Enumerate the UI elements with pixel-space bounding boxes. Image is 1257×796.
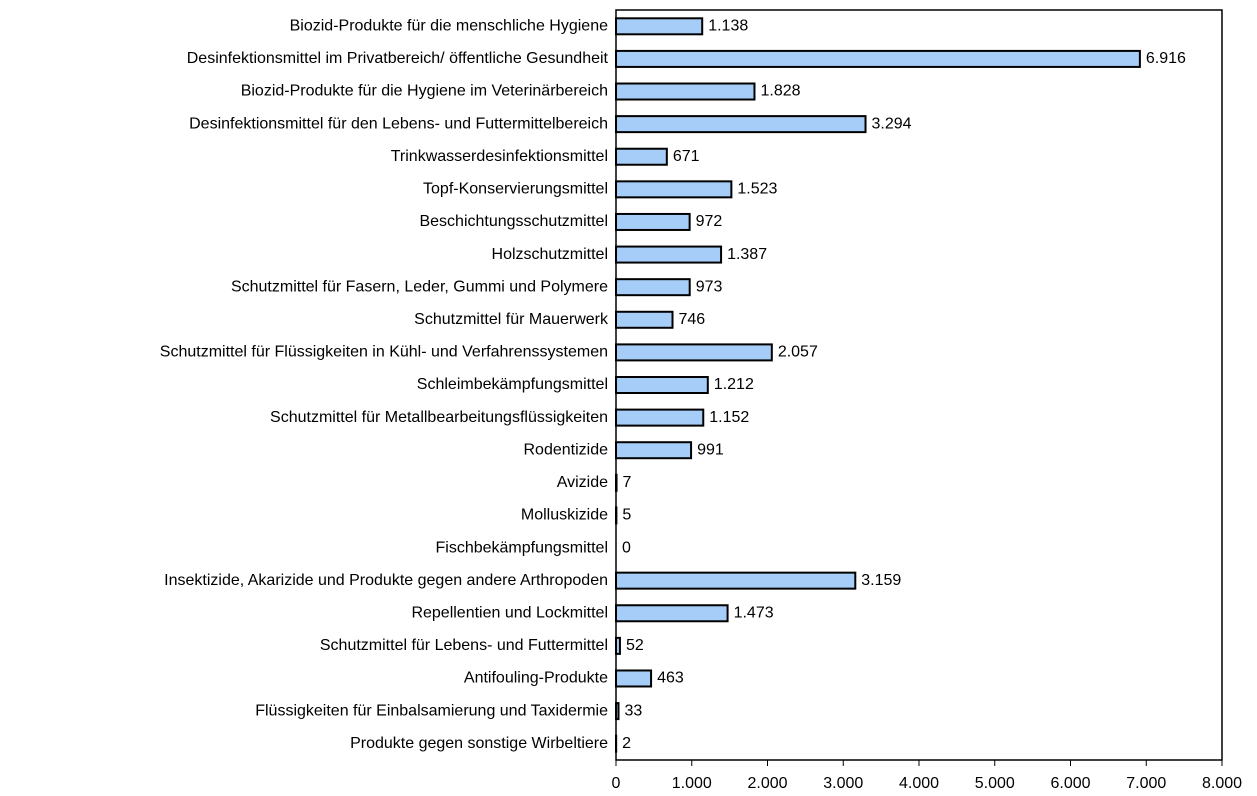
x-tick-label: 6.000 [1050, 775, 1090, 792]
y-tick-label: Rodentizide [524, 441, 609, 458]
value-label: 5 [622, 507, 631, 524]
value-label: 6.916 [1146, 50, 1186, 67]
y-tick-label: Topf-Konservierungsmittel [423, 181, 608, 198]
y-tick-label: Schleimbekämpfungsmittel [417, 376, 608, 393]
bar [615, 441, 693, 460]
y-tick-label: Schutzmittel für Mauerwerk [414, 311, 609, 328]
plot-frame [615, 9, 1223, 761]
y-tick-label: Desinfektionsmittel im Privatbereich/ öf… [187, 50, 609, 67]
y-tick-label: Repellentien und Lockmittel [411, 604, 608, 621]
bar [615, 49, 1141, 68]
value-label: 1.828 [760, 83, 800, 100]
x-tick-label: 2.000 [747, 775, 787, 792]
value-label: 3.294 [872, 115, 912, 132]
x-tick-label: 1.000 [672, 775, 712, 792]
bar [615, 408, 705, 427]
y-tick-label: Flüssigkeiten für Einbalsamierung und Ta… [255, 702, 608, 719]
value-label: 991 [697, 441, 724, 458]
x-tick-label: 3.000 [823, 775, 863, 792]
y-tick-label: Beschichtungsschutzmittel [419, 213, 608, 230]
bar [615, 245, 723, 264]
bar [615, 571, 857, 590]
bar [615, 669, 653, 688]
value-label: 746 [679, 311, 706, 328]
value-label: 1.212 [714, 376, 754, 393]
y-tick-label: Holzschutzmittel [492, 246, 608, 263]
bar [615, 376, 709, 394]
bar [615, 147, 668, 166]
value-label: 1.152 [709, 409, 749, 426]
value-label: 2 [622, 735, 631, 752]
y-tick-label: Molluskizide [521, 507, 608, 524]
value-label: 671 [673, 148, 700, 165]
x-tick-label: 0 [612, 775, 621, 792]
y-tick-label: Biozid-Produkte für die Hygiene im Veter… [241, 83, 608, 100]
y-tick-label: Trinkwasserdesinfektionsmittel [391, 148, 608, 165]
value-label: 33 [624, 702, 642, 719]
bar [615, 343, 773, 362]
y-tick-label: Insektizide, Akarizide und Produkte gege… [164, 572, 608, 589]
value-label: 1.473 [734, 604, 774, 621]
bar [615, 212, 691, 231]
x-tick-label: 8.000 [1202, 775, 1242, 792]
value-label: 972 [696, 213, 723, 230]
y-tick-label: Fischbekämpfungsmittel [435, 539, 608, 556]
x-tick-label: 5.000 [975, 775, 1015, 792]
y-tick-label: Schutzmittel für Metallbearbeitungsflüss… [270, 409, 608, 426]
value-label: 7 [623, 474, 632, 491]
bar [615, 17, 704, 36]
y-tick-label: Antifouling-Produkte [464, 670, 608, 687]
value-label: 1.138 [708, 18, 748, 35]
x-tick-label: 4.000 [899, 775, 939, 792]
bar [615, 82, 756, 101]
y-tick-label: Schutzmittel für Flüssigkeiten in Kühl- … [160, 344, 608, 361]
value-label: 973 [696, 278, 723, 295]
y-tick-label: Avizide [557, 474, 608, 491]
y-tick-label: Desinfektionsmittel für den Lebens- und … [189, 115, 608, 132]
value-label: 3.159 [861, 572, 901, 589]
value-label: 0 [622, 539, 631, 556]
bar [615, 278, 691, 297]
y-tick-label: Schutzmittel für Fasern, Leder, Gummi un… [231, 278, 608, 295]
value-label: 52 [626, 637, 644, 654]
bar [615, 604, 729, 623]
bar [615, 115, 867, 134]
bar [615, 310, 674, 329]
x-tick-label: 7.000 [1126, 775, 1166, 792]
y-tick-label: Schutzmittel für Lebens- und Futtermitte… [320, 637, 608, 654]
value-label: 463 [657, 670, 684, 687]
bar [615, 180, 733, 199]
value-label: 1.523 [737, 181, 777, 198]
value-label: 1.387 [727, 246, 767, 263]
value-label: 2.057 [778, 344, 818, 361]
y-tick-label: Biozid-Produkte für die menschliche Hygi… [290, 18, 608, 35]
y-tick-label: Produkte gegen sonstige Wirbeltiere [350, 735, 608, 752]
